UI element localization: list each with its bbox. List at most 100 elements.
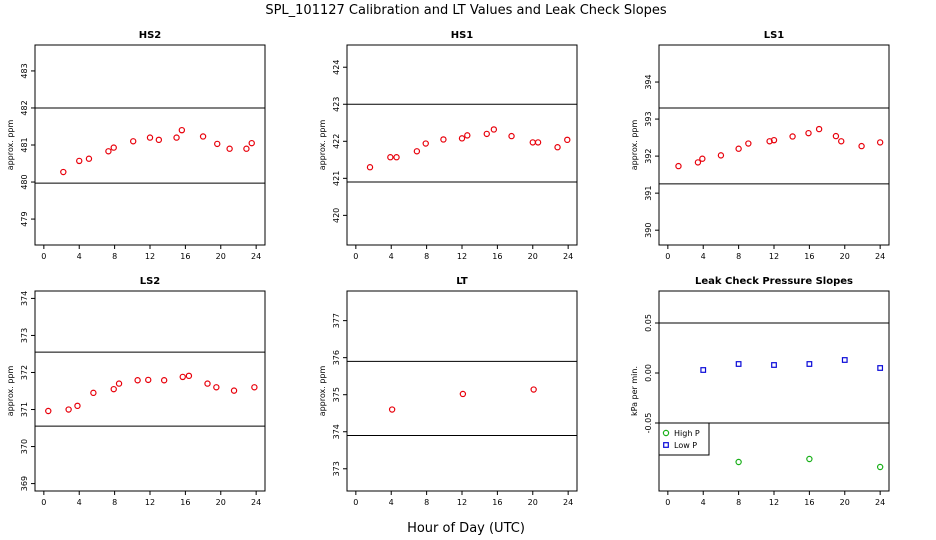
x-tick-label: 4: [77, 252, 82, 261]
y-tick-label: 375: [332, 387, 341, 402]
x-tick-label: 4: [701, 498, 706, 507]
x-tick-label: 20: [840, 252, 850, 261]
data-point: [251, 384, 258, 391]
data-point: [110, 144, 117, 151]
x-tick-label: 16: [492, 252, 502, 261]
data-point: [179, 373, 186, 381]
data-point: [440, 136, 447, 143]
data-point: [832, 132, 840, 140]
legend-label: High P: [674, 429, 700, 438]
x-tick-label: 4: [389, 498, 394, 507]
y-tick-label: 373: [20, 328, 29, 343]
data-point: [226, 145, 233, 152]
x-tick-label: 8: [424, 498, 429, 507]
legend-marker: [662, 429, 670, 437]
y-tick-label: 481: [20, 137, 29, 152]
y-tick-label: 390: [644, 223, 653, 238]
data-point: [841, 357, 848, 363]
data-point: [105, 148, 112, 155]
x-tick-label: 16: [492, 498, 502, 507]
panel-title: LS2: [140, 276, 161, 287]
y-tick-label: 394: [644, 74, 653, 89]
y-axis-label: approx. ppm: [630, 120, 639, 171]
x-tick-label: 4: [77, 498, 82, 507]
y-tick-label: -0.05: [644, 413, 653, 434]
data-point: [115, 380, 123, 387]
y-tick-label: 371: [20, 402, 29, 417]
x-tick-label: 20: [216, 252, 226, 261]
y-tick-label: 423: [332, 97, 341, 112]
y-tick-label: 393: [644, 111, 653, 126]
x-tick-label: 12: [769, 498, 779, 507]
data-point: [770, 136, 778, 144]
legend-box: [658, 422, 710, 456]
data-point: [199, 133, 207, 140]
data-point: [490, 126, 498, 133]
data-point: [694, 159, 702, 166]
data-point: [464, 132, 471, 139]
data-point: [45, 407, 52, 415]
plot-frame: [658, 44, 890, 246]
y-axis-label: approx. ppm: [318, 366, 327, 417]
data-point: [178, 126, 186, 134]
data-point: [213, 384, 220, 391]
data-point: [230, 387, 238, 394]
data-point: [700, 367, 707, 373]
data-point: [675, 162, 682, 170]
data-point: [735, 458, 742, 466]
x-tick-label: 0: [353, 498, 358, 507]
y-tick-label: 421: [332, 171, 341, 186]
x-tick-label: 0: [665, 498, 670, 507]
x-tick-label: 4: [389, 252, 394, 261]
data-point: [134, 377, 141, 384]
data-point: [74, 402, 81, 410]
legend-label: Low P: [674, 441, 697, 450]
data-point: [529, 139, 536, 146]
plot-frame: [34, 290, 266, 492]
y-tick-label: 424: [332, 60, 341, 75]
figure-title: SPL_101127 Calibration and LT Values and…: [265, 3, 667, 18]
data-point: [699, 155, 706, 162]
data-point: [806, 455, 813, 463]
data-point: [146, 134, 154, 141]
legend-marker: [663, 442, 669, 448]
data-point: [789, 133, 796, 140]
data-point: [858, 142, 865, 150]
y-tick-label: 479: [20, 211, 29, 226]
x-tick-label: 12: [457, 252, 467, 261]
x-tick-label: 8: [112, 498, 117, 507]
legend: High P Low P: [658, 422, 710, 456]
data-point: [214, 140, 221, 148]
data-point: [85, 155, 93, 162]
y-tick-label: 0.05: [644, 314, 653, 332]
plot-frame: [346, 44, 578, 246]
chart-panel-6: Leak Check Pressure Slopes 0 4 8 12 16 20 24 -0.…: [630, 276, 890, 507]
data-point: [838, 138, 845, 145]
data-point: [508, 132, 515, 140]
y-tick-label: 483: [20, 63, 29, 78]
chart-panel-1: HS2 0 4 8 12 16 20 24 479 480 481 482 483 approx. ppm: [6, 30, 266, 261]
data-point: [877, 365, 884, 371]
data-point: [422, 140, 429, 147]
data-point: [413, 148, 421, 155]
y-axis-label: approx. ppm: [6, 366, 15, 417]
y-tick-label: 374: [332, 424, 341, 439]
y-tick-label: 0.00: [644, 364, 653, 382]
x-tick-label: 0: [353, 252, 358, 261]
data-point: [243, 145, 250, 152]
x-tick-label: 16: [180, 498, 190, 507]
x-tick-label: 12: [769, 252, 779, 261]
chart-panel-2: HS1 0 4 8 12 16 20 24 420 421 422 423 424 approx. ppm: [318, 30, 578, 261]
x-tick-label: 8: [736, 252, 741, 261]
data-point: [745, 140, 752, 147]
data-point: [387, 154, 394, 161]
x-tick-label: 20: [528, 252, 538, 261]
y-tick-label: 482: [20, 100, 29, 115]
data-point: [185, 372, 193, 380]
x-tick-label: 0: [41, 252, 46, 261]
data-point: [459, 390, 467, 398]
y-tick-label: 373: [332, 461, 341, 476]
y-tick-label: 391: [644, 186, 653, 201]
